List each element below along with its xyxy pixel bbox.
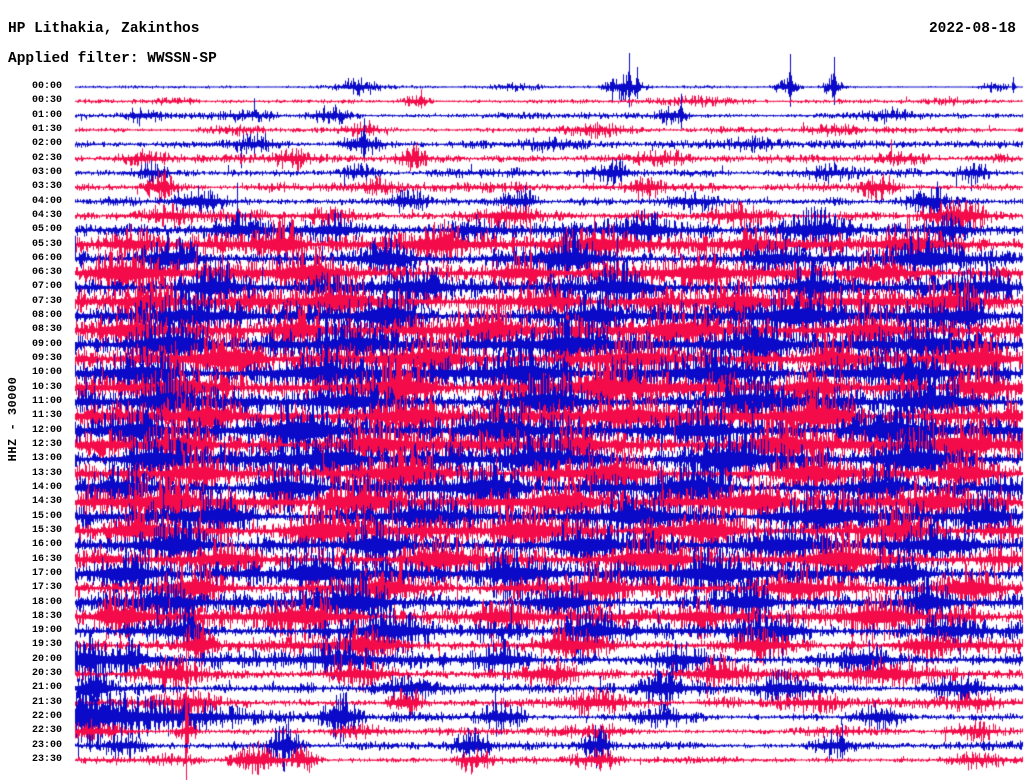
time-label: 19:30 — [31, 639, 62, 651]
time-label: 01:00 — [31, 109, 62, 121]
time-label: 23:30 — [31, 754, 62, 766]
time-label: 01:30 — [31, 123, 62, 135]
time-label: 03:30 — [31, 181, 62, 193]
time-label: 21:00 — [31, 682, 62, 694]
time-label: 02:30 — [31, 152, 62, 164]
time-label: 12:30 — [31, 439, 62, 450]
time-label: 19:00 — [31, 625, 62, 637]
time-label: 18:30 — [31, 610, 62, 622]
time-label: 02:00 — [31, 138, 62, 150]
time-label: 08:30 — [31, 324, 62, 336]
time-label: 23:00 — [31, 739, 62, 751]
time-label: 10:00 — [31, 367, 62, 379]
time-label: 20:30 — [31, 668, 62, 680]
time-label: 07:00 — [31, 281, 62, 293]
time-label: 11:30 — [31, 410, 62, 422]
time-label: 09:00 — [31, 338, 62, 350]
time-label: 00:00 — [31, 81, 62, 92]
time-label: 04:00 — [31, 195, 62, 207]
time-label: 09:30 — [31, 353, 62, 365]
time-label: 17:30 — [31, 582, 62, 594]
time-label: 16:00 — [31, 539, 62, 551]
time-label: 20:00 — [31, 653, 62, 665]
time-label: 05:00 — [31, 224, 62, 236]
time-label: 14:30 — [31, 496, 62, 508]
applied-filter-label: Applied filter: WWSSN-SP — [8, 51, 217, 67]
time-label: 10:30 — [31, 381, 62, 393]
time-label: 16:30 — [31, 553, 62, 565]
time-label: 08:00 — [31, 310, 62, 322]
time-label: 00:30 — [31, 95, 62, 107]
time-label: 22:00 — [31, 711, 62, 723]
time-label: 06:30 — [31, 267, 62, 279]
time-label: 14:00 — [31, 481, 62, 493]
time-label: 13:30 — [31, 467, 62, 479]
time-label: 15:00 — [31, 510, 62, 522]
time-label: 05:30 — [31, 238, 62, 250]
time-label: 15:30 — [31, 524, 62, 536]
plot-date: 2022-08-18 — [928, 21, 1016, 37]
station-title: HP Lithakia, Zakinthos — [8, 21, 200, 37]
time-label: 12:00 — [31, 424, 62, 436]
time-label: 06:00 — [31, 252, 62, 264]
time-label: 07:30 — [31, 295, 62, 307]
time-label: 03:00 — [31, 166, 62, 178]
time-label: 04:30 — [31, 209, 62, 221]
time-label: 18:00 — [31, 596, 62, 608]
time-label: 11:00 — [31, 396, 62, 408]
time-label: 22:30 — [31, 725, 62, 737]
time-label: 13:00 — [31, 453, 62, 465]
time-label: 21:30 — [31, 696, 62, 708]
time-label: 17:00 — [31, 567, 62, 579]
